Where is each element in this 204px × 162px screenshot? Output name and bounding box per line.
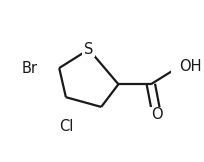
FancyBboxPatch shape — [82, 42, 95, 57]
FancyBboxPatch shape — [150, 107, 163, 121]
Text: S: S — [84, 42, 93, 57]
Text: Cl: Cl — [59, 119, 73, 134]
Text: OH: OH — [180, 59, 202, 74]
Text: Br: Br — [22, 61, 38, 75]
Text: O: O — [151, 107, 162, 122]
FancyBboxPatch shape — [171, 60, 188, 73]
